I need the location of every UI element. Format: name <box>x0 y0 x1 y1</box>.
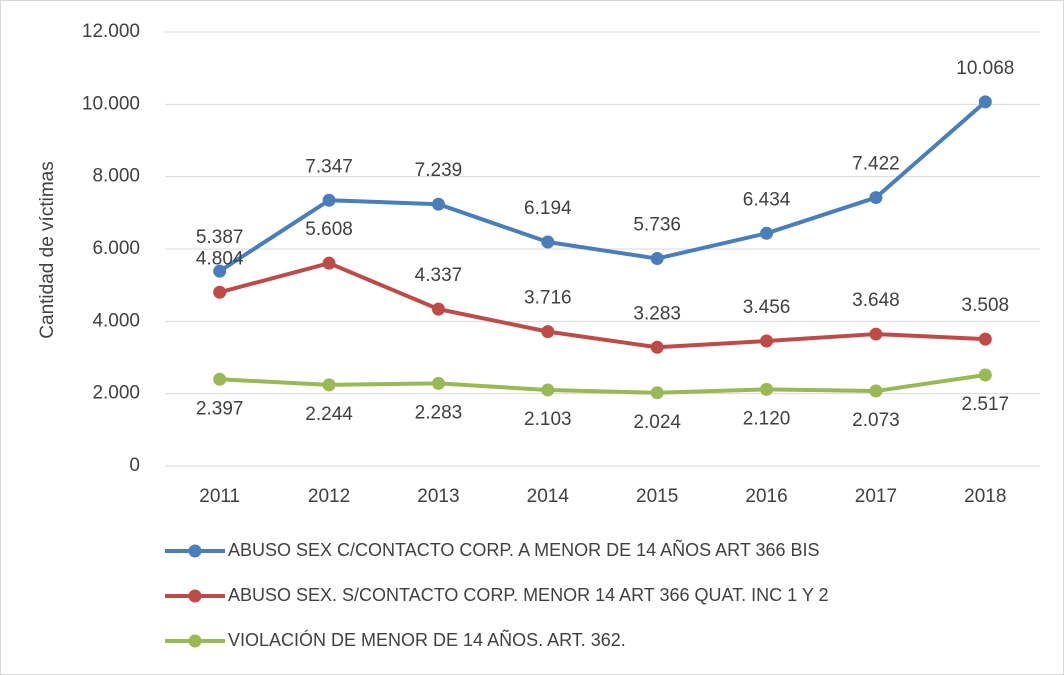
x-tick-label: 2014 <box>527 486 570 507</box>
data-point <box>431 197 445 211</box>
data-label: 6.194 <box>524 198 572 219</box>
data-label: 2.244 <box>305 404 353 425</box>
data-label: 7.347 <box>305 156 353 177</box>
x-tick-label: 2017 <box>855 486 897 507</box>
data-point <box>869 384 883 398</box>
x-tick-label: 2016 <box>745 486 787 507</box>
series-line <box>219 372 986 395</box>
legend-marker <box>188 634 202 648</box>
data-label: 5.608 <box>305 219 353 240</box>
data-point <box>978 368 992 382</box>
data-point <box>760 382 774 396</box>
y-tick-label: 8.000 <box>92 166 140 187</box>
data-label: 4.804 <box>196 248 244 269</box>
data-label: 7.239 <box>415 160 463 181</box>
data-point <box>650 252 664 266</box>
y-tick-label: 12.000 <box>82 21 140 42</box>
data-label: 2.103 <box>524 409 572 430</box>
data-label: 3.716 <box>524 288 572 309</box>
data-label: 7.422 <box>852 154 900 175</box>
data-label: 2.120 <box>743 408 791 429</box>
x-tick-label: 2018 <box>964 486 1006 507</box>
data-point <box>650 386 664 400</box>
x-tick-label: 2015 <box>636 486 678 507</box>
data-label: 3.648 <box>852 290 900 311</box>
data-point <box>978 332 992 346</box>
legend-marker <box>188 589 202 603</box>
data-label: 3.456 <box>743 297 791 318</box>
data-point <box>760 226 774 240</box>
data-point <box>541 383 555 397</box>
data-label: 4.337 <box>415 265 463 286</box>
data-label: 3.508 <box>962 295 1010 316</box>
data-point <box>322 378 336 392</box>
y-tick-label: 0 <box>129 455 140 476</box>
data-point <box>322 193 336 207</box>
data-point <box>760 334 774 348</box>
data-point <box>650 340 664 354</box>
data-label: 3.283 <box>633 303 681 324</box>
data-label: 10.068 <box>956 58 1014 79</box>
y-tick-label: 4.000 <box>92 310 140 331</box>
legend-marker <box>188 544 202 558</box>
data-label: 2.397 <box>196 398 244 419</box>
data-point <box>541 325 555 339</box>
data-label: 6.434 <box>743 189 791 210</box>
legend-label: ABUSO SEX C/CONTACTO CORP. A MENOR DE 14… <box>228 539 820 560</box>
y-axis-label: Cantidad de víctimas <box>37 161 58 338</box>
legend-label: ABUSO SEX. S/CONTACTO CORP. MENOR 14 ART… <box>228 585 829 605</box>
data-label: 5.736 <box>633 215 681 236</box>
data-point <box>869 327 883 341</box>
data-point <box>431 302 445 316</box>
x-tick-label: 2011 <box>199 486 240 507</box>
data-point <box>213 264 227 278</box>
data-point <box>978 95 992 109</box>
data-point <box>869 191 883 205</box>
data-label: 2.283 <box>415 402 463 423</box>
data-point <box>213 372 227 386</box>
legend-label: VIOLACIÓN DE MENOR DE 14 AÑOS. ART. 362. <box>228 629 626 650</box>
y-tick-label: 10.000 <box>82 93 140 114</box>
y-tick-label: 6.000 <box>92 238 140 259</box>
y-tick-label: 2.000 <box>92 383 140 404</box>
data-label: 2.024 <box>633 412 681 433</box>
series-line <box>219 261 986 350</box>
x-tick-label: 2013 <box>417 486 459 507</box>
x-tick-label: 2012 <box>308 486 350 507</box>
series-line <box>218 100 987 273</box>
data-label: 2.073 <box>852 410 900 431</box>
data-point <box>541 235 555 249</box>
data-point <box>431 376 445 390</box>
data-point <box>213 285 227 299</box>
data-point <box>322 256 336 270</box>
data-label: 2.517 <box>962 394 1010 415</box>
data-label: 5.387 <box>196 227 244 248</box>
